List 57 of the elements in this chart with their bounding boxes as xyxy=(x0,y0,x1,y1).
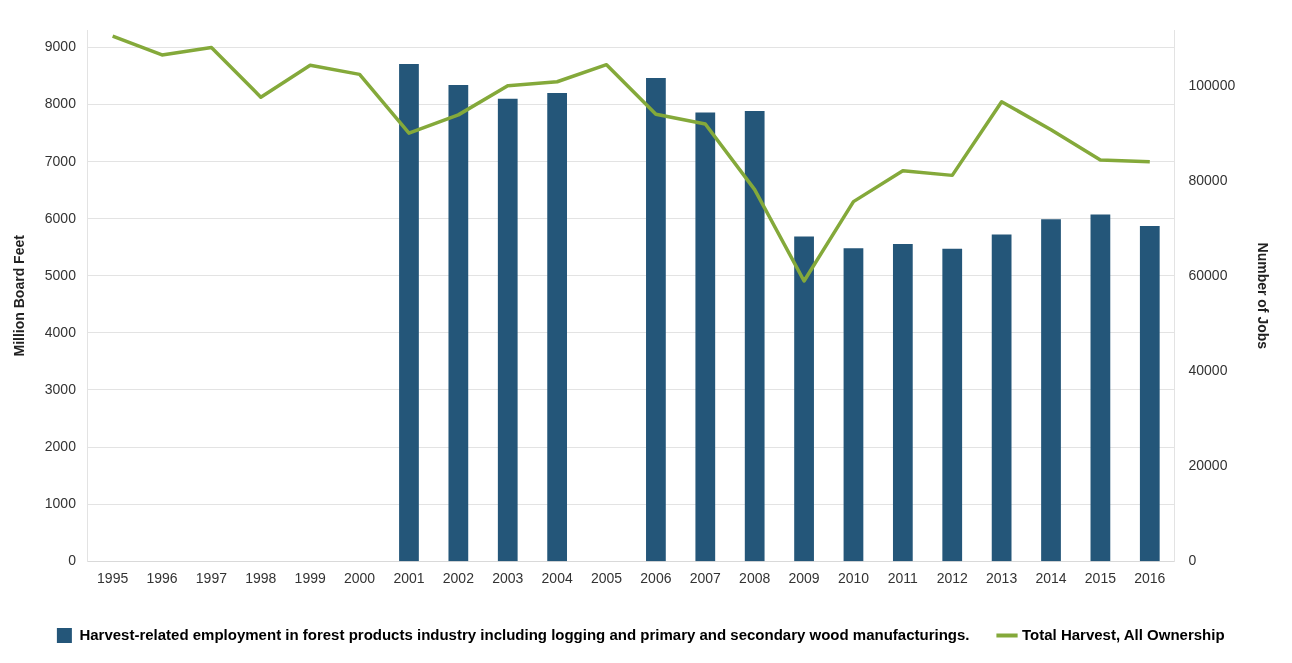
bar xyxy=(448,85,469,562)
y-tick-label: 5000 xyxy=(44,266,77,283)
y-tick-label: 0 xyxy=(68,552,77,569)
x-tick-label: 1995 xyxy=(97,570,129,587)
y2-tick-label: 0 xyxy=(1188,552,1197,569)
x-tick-label: 2003 xyxy=(492,570,524,587)
x-tick-label: 1998 xyxy=(245,570,277,587)
y2-tick-label: 60000 xyxy=(1188,267,1228,284)
bar xyxy=(646,77,666,562)
y2-tick-label: 20000 xyxy=(1188,457,1228,474)
bar xyxy=(695,112,716,562)
bar xyxy=(942,248,963,562)
y2-tick-label: 100000 xyxy=(1188,77,1236,94)
x-tick-label: 2014 xyxy=(1035,570,1067,587)
x-tick-label: 1996 xyxy=(146,570,178,587)
x-tick-label: 2006 xyxy=(640,570,672,587)
x-tick-label: 2009 xyxy=(788,570,820,587)
legend-label: Harvest-related employment in forest products industry including logging and primary and secondary wood manufacturings. xyxy=(79,625,970,643)
x-tick-label: 2005 xyxy=(590,570,623,587)
x-tick-label: 2012 xyxy=(936,570,969,587)
bar xyxy=(892,244,913,562)
x-tick-label: 2000 xyxy=(344,570,376,587)
x-tick-label: 2010 xyxy=(837,570,870,587)
legend-label: Total Harvest, All Ownership xyxy=(1022,625,1225,643)
y-tick-label: 2000 xyxy=(44,437,77,454)
bar xyxy=(744,111,765,562)
y-tick-label: 8000 xyxy=(44,95,77,112)
x-tick-label: 2015 xyxy=(1084,570,1117,587)
bar xyxy=(991,234,1012,562)
y-axis-title: Million Board Feet xyxy=(11,234,28,357)
bar xyxy=(843,248,864,562)
x-tick-label: 2001 xyxy=(393,570,425,587)
bar xyxy=(1139,226,1160,562)
y2-axis-title: Number of Jobs xyxy=(1254,242,1271,350)
bar xyxy=(1090,214,1111,562)
x-tick-label: 2004 xyxy=(541,570,573,587)
bar xyxy=(547,93,568,562)
bar xyxy=(1041,219,1061,562)
x-tick-label: 2013 xyxy=(986,570,1018,587)
y-tick-label: 3000 xyxy=(44,380,77,397)
y-tick-label: 9000 xyxy=(44,38,77,55)
x-tick-label: 2007 xyxy=(689,570,722,587)
y-tick-label: 6000 xyxy=(44,209,77,226)
bar xyxy=(794,236,814,562)
x-tick-label: 1999 xyxy=(294,570,326,587)
x-tick-label: 2011 xyxy=(887,570,919,587)
x-tick-label: 2002 xyxy=(442,570,475,587)
y2-tick-label: 40000 xyxy=(1188,362,1228,379)
y-tick-label: 1000 xyxy=(44,494,77,511)
x-tick-label: 2016 xyxy=(1134,570,1166,587)
bar xyxy=(399,64,419,562)
y2-tick-label: 80000 xyxy=(1188,172,1228,189)
y-tick-label: 7000 xyxy=(44,152,77,169)
bar xyxy=(497,98,518,562)
x-tick-label: 1997 xyxy=(195,570,228,587)
x-tick-label: 2008 xyxy=(739,570,771,587)
y-tick-label: 4000 xyxy=(44,323,77,340)
